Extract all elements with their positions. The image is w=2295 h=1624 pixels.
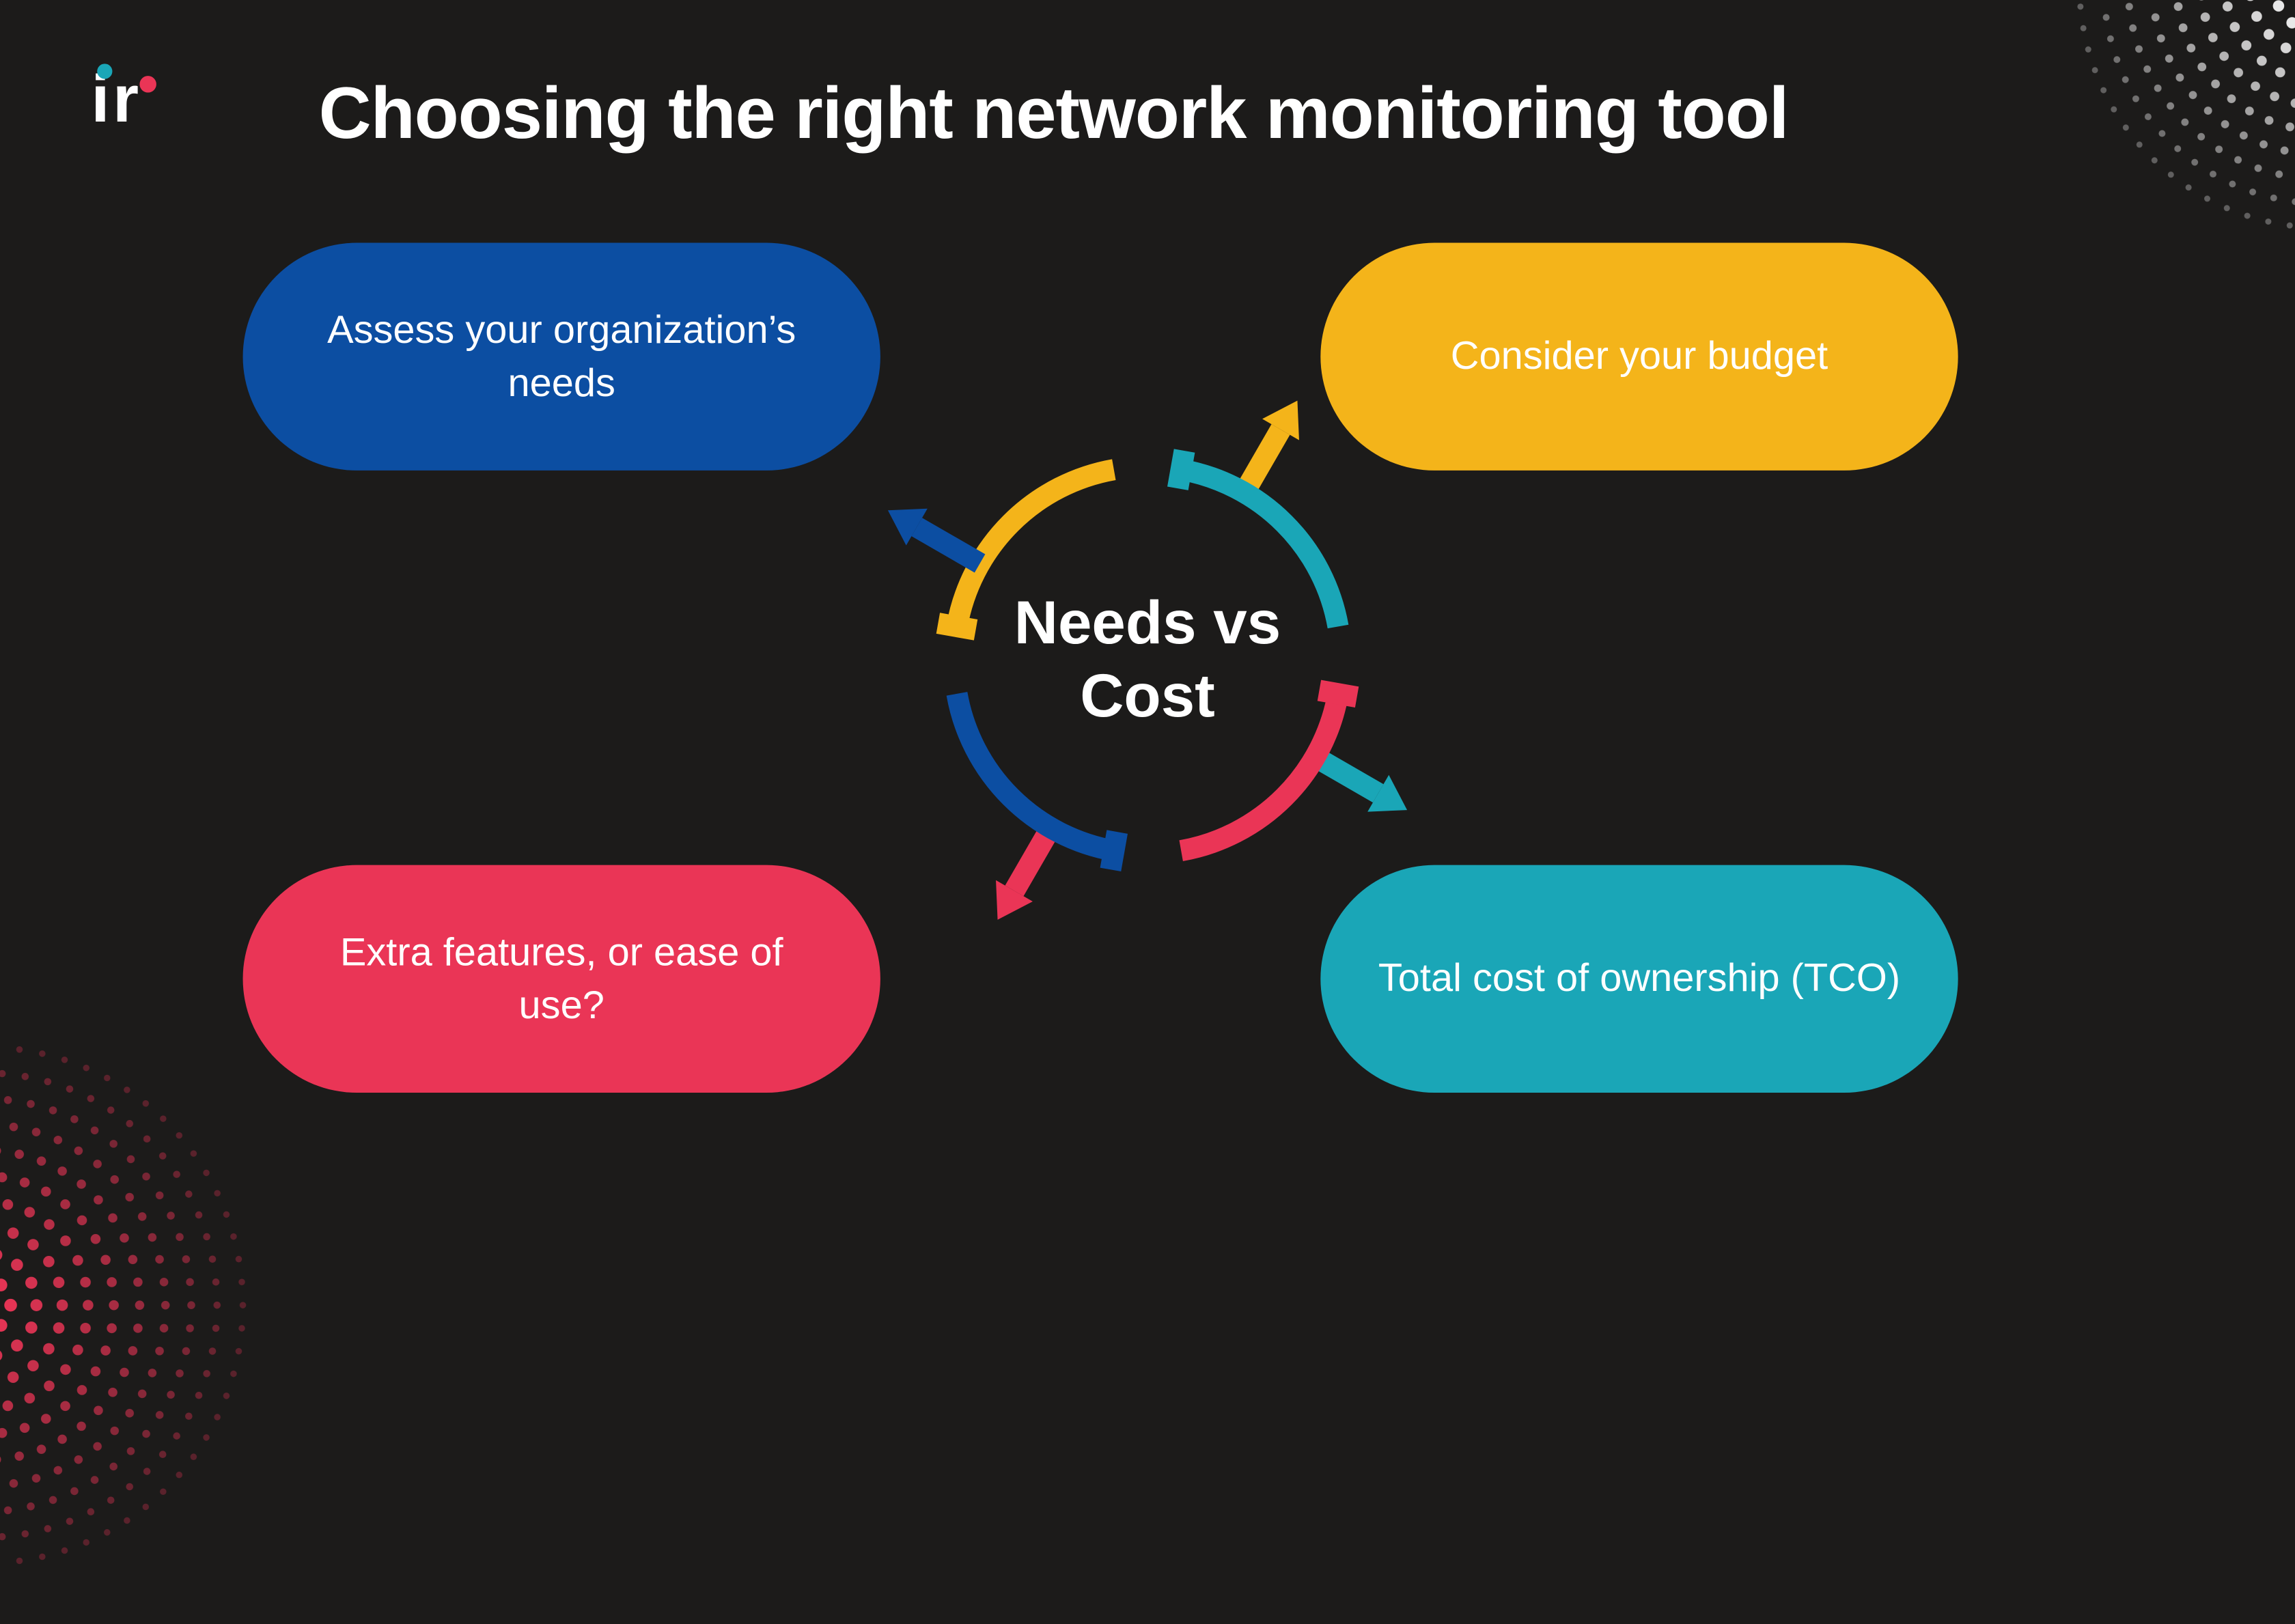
infographic-canvas: i r Choosing the right network monitorin… xyxy=(0,0,2295,1290)
dotted-sphere-bottom-left-icon xyxy=(0,986,303,1623)
pill-budget-label: Consider your budget xyxy=(1451,330,1828,383)
logo-dot-red-icon xyxy=(140,76,156,92)
logo-letter-i: i xyxy=(91,67,109,134)
center-label: Needs vs Cost xyxy=(935,587,1360,733)
center-label-line2: Cost xyxy=(935,660,1360,733)
pill-features-label: Extra features, or ease of use? xyxy=(298,925,826,1032)
pill-budget: Consider your budget xyxy=(1320,243,1958,471)
pill-tco: Total cost of ownership (TCO) xyxy=(1320,865,1958,1093)
pill-assess: Assess your organization’s needs xyxy=(243,243,880,471)
logo-dot-cyan-icon xyxy=(97,64,112,79)
pill-assess-label: Assess your organization’s needs xyxy=(298,303,826,410)
logo-r-text: r xyxy=(113,62,139,137)
logo-letter-r: r xyxy=(113,67,139,134)
center-label-line1: Needs vs xyxy=(935,587,1360,660)
pill-features: Extra features, or ease of use? xyxy=(243,865,880,1093)
brand-logo: i r xyxy=(91,67,139,134)
page-title: Choosing the right network monitoring to… xyxy=(319,73,2204,156)
pill-tco-label: Total cost of ownership (TCO) xyxy=(1378,952,1900,1005)
